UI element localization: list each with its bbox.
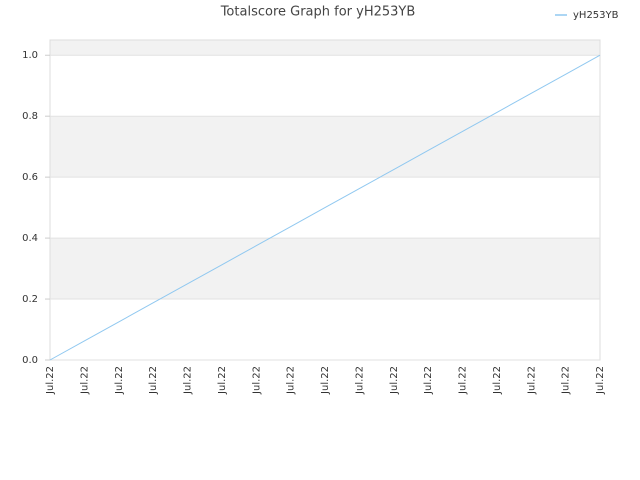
legend-label: yH253YB xyxy=(573,10,619,21)
x-tick-label: Jul.22 xyxy=(492,366,503,395)
y-tick-label: 1.0 xyxy=(22,50,38,61)
x-tick-label: Jul.22 xyxy=(148,366,159,395)
x-tick-label: Jul.22 xyxy=(389,366,400,395)
x-tick-label: Jul.22 xyxy=(423,366,434,395)
line xyxy=(49,54,601,361)
x-tick-label: Jul.22 xyxy=(526,366,537,395)
x-tick-label: Jul.22 xyxy=(595,366,606,395)
y-tick-label: 0.4 xyxy=(22,233,38,244)
y-tick-label: 0.8 xyxy=(22,111,38,122)
chart-title: Totalscore Graph for yH253YB xyxy=(220,5,416,20)
x-tick-label: Jul.22 xyxy=(217,366,228,395)
x-tick-label: Jul.22 xyxy=(354,366,365,395)
x-tick-label: Jul.22 xyxy=(251,366,262,395)
y-tick-label: 0.2 xyxy=(22,294,38,305)
x-tick-label: Jul.22 xyxy=(286,366,297,395)
x-tick-label: Jul.22 xyxy=(320,366,331,395)
x-tick-label: Jul.22 xyxy=(458,366,469,395)
y-tick-label: 0.0 xyxy=(22,355,38,366)
x-tick-label: Jul.22 xyxy=(183,366,194,395)
x-tick-label: Jul.22 xyxy=(561,366,572,395)
x-tick-label: Jul.22 xyxy=(45,366,56,395)
x-tick-label: Jul.22 xyxy=(79,366,90,395)
plot-border xyxy=(49,39,601,361)
plot-band xyxy=(50,238,600,300)
plot-band xyxy=(50,116,600,178)
plot-band xyxy=(50,40,600,56)
x-tick-label: Jul.22 xyxy=(114,366,125,395)
y-tick-label: 0.6 xyxy=(22,172,38,183)
